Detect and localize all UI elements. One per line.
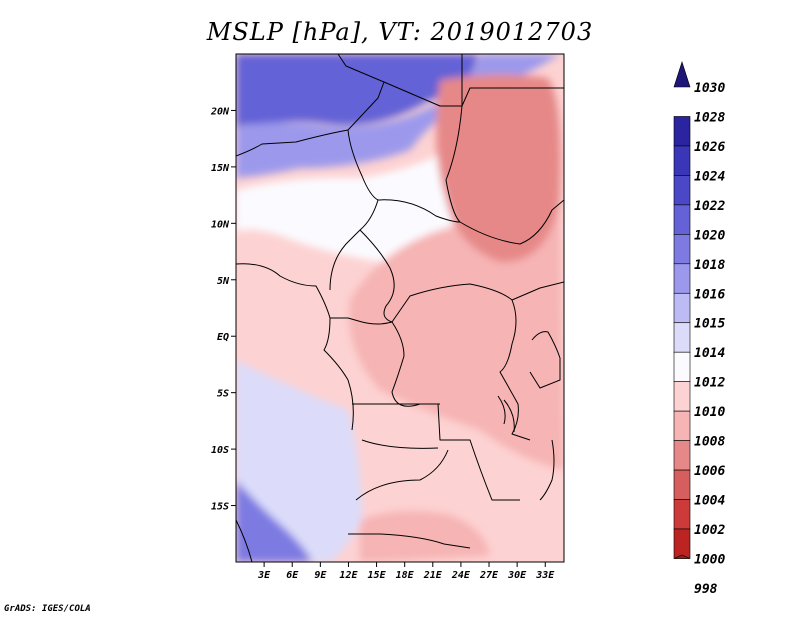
x-tick-label: 21E — [423, 570, 443, 581]
border-line — [329, 129, 379, 291]
colorbar-label: 1014 — [694, 346, 725, 361]
colorbar-swatch — [673, 263, 691, 294]
border-line — [359, 229, 564, 323]
x-tick-label: 24E — [451, 570, 471, 581]
y-tick-label: 10S — [211, 445, 229, 456]
border-line — [236, 519, 253, 562]
x-tick-label: 27E — [479, 570, 499, 581]
x-axis: 3E 6E 9E 12E 15E 18E 21E 24E 27E 30E 33E — [257, 562, 555, 581]
y-tick-label: EQ — [217, 332, 229, 343]
colorbar-label: 1002 — [694, 523, 725, 538]
border-line — [352, 403, 520, 501]
x-tick-label: 9E — [314, 570, 327, 581]
colorbar-swatch — [673, 499, 691, 530]
colorbar-label: 1004 — [694, 494, 725, 509]
colorbar-label: 1028 — [694, 110, 725, 125]
border-line — [377, 199, 461, 223]
y-tick-label: 20N — [210, 106, 230, 117]
colorbar-label: 1008 — [694, 435, 725, 450]
colorbar-swatch — [673, 381, 691, 412]
y-tick-label: 5N — [217, 276, 230, 287]
colorbar-swatch — [673, 322, 691, 353]
colorbar-label: 1018 — [694, 258, 725, 273]
colorbar-swatch — [673, 204, 691, 235]
x-tick-label: 15E — [368, 570, 387, 581]
border-line — [539, 439, 555, 501]
x-tick-label: 6E — [286, 570, 299, 581]
y-tick-label: 15S — [211, 502, 229, 513]
colorbar-swatch — [673, 116, 691, 147]
colorbar: 1030 1028 1026 1024 1022 1020 1018 1016 1015 1014… — [673, 61, 725, 597]
colorbar-label: 1022 — [694, 199, 725, 214]
chart-title: MSLP [hPa], VT: 2019012703 — [206, 18, 594, 46]
colorbar-swatch — [673, 410, 691, 441]
colorbar-swatch — [673, 469, 691, 500]
colorbar-label: 1006 — [694, 464, 725, 479]
colorbar-label: 1024 — [694, 169, 725, 184]
y-tick-label: 15N — [211, 163, 230, 174]
pressure-region-lowland-band — [236, 148, 473, 262]
pressure-region-sudan-low — [436, 74, 561, 263]
y-axis: 20N 15N 10N 5N EQ 5S 10S 15S — [210, 106, 236, 513]
border-line — [348, 533, 471, 549]
colorbar-swatch — [673, 175, 691, 206]
x-tick-label: 18E — [396, 570, 415, 581]
border-line — [236, 263, 363, 323]
colorbar-label: 1016 — [694, 287, 725, 302]
x-tick-label: 30E — [507, 570, 527, 581]
colorbar-swatch — [673, 234, 691, 265]
border-line — [529, 331, 561, 389]
colorbar-swatch — [673, 554, 691, 559]
colorbar-swatch — [673, 292, 691, 324]
map-frame — [235, 53, 565, 563]
colorbar-label: 1026 — [694, 140, 725, 155]
border-line — [497, 395, 515, 433]
colorbar-label: 1012 — [694, 376, 725, 391]
colorbar-label: 1015 — [694, 317, 725, 332]
colorbar-swatch — [673, 528, 691, 559]
pressure-region-north-high — [236, 54, 478, 128]
border-line — [461, 87, 564, 107]
border-line — [499, 299, 531, 441]
x-tick-label: 12E — [339, 570, 358, 581]
border-line — [361, 321, 440, 407]
x-tick-label: 3E — [257, 570, 271, 581]
colorbar-swatch — [673, 351, 691, 382]
colorbar-swatch — [673, 145, 691, 176]
border-line — [445, 105, 564, 245]
colorbar-label: 1000 — [694, 552, 725, 567]
pressure-field — [236, 54, 564, 562]
border-line — [355, 449, 449, 501]
y-tick-label: 10N — [211, 219, 230, 230]
grads-credit: GrADS: IGES/COLA — [4, 604, 91, 614]
pressure-region-central-trough — [349, 210, 564, 562]
border-line — [361, 439, 439, 449]
colorbar-label: 998 — [694, 582, 718, 597]
x-tick-label: 33E — [535, 570, 555, 581]
colorbar-label: 1010 — [694, 405, 725, 420]
border-line — [383, 54, 463, 107]
pressure-region-south-atlantic-high — [236, 480, 312, 562]
y-tick-label: 5S — [217, 389, 229, 400]
colorbar-label: 1020 — [694, 228, 725, 243]
colorbar-label: 1030 — [694, 81, 725, 96]
pressure-region-atlantic-margin — [236, 360, 362, 562]
colorbar-swatch — [673, 440, 691, 471]
colorbar-swatch — [673, 61, 691, 88]
